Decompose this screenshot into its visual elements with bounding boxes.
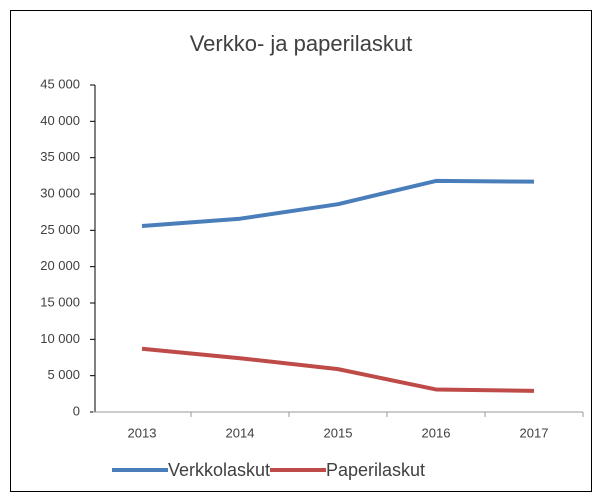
y-tick-label: 45 000 [40, 76, 80, 91]
y-tick-label: 40 000 [40, 113, 80, 128]
chart-frame [10, 10, 592, 492]
x-tick-label: 2015 [324, 425, 353, 440]
y-tick-label: 30 000 [40, 185, 80, 200]
y-tick-label: 20 000 [40, 258, 80, 273]
y-tick-label: 35 000 [40, 149, 80, 164]
y-tick-label: 15 000 [40, 294, 80, 309]
chart-title: Verkko- ja paperilaskut [190, 31, 413, 56]
y-tick-label: 5 000 [47, 367, 80, 382]
y-tick-label: 0 [73, 403, 80, 418]
x-tick-label: 2013 [128, 425, 157, 440]
legend-label: Paperilaskut [326, 460, 425, 480]
line-series [141, 178, 535, 228]
legend-label: Verkkolaskut [168, 460, 270, 480]
x-tick-label: 2014 [226, 425, 255, 440]
y-tick-label: 10 000 [40, 331, 80, 346]
line-series [141, 346, 535, 393]
y-tick-label: 25 000 [40, 222, 80, 237]
x-tick-label: 2017 [520, 425, 549, 440]
x-tick-label: 2016 [422, 425, 451, 440]
